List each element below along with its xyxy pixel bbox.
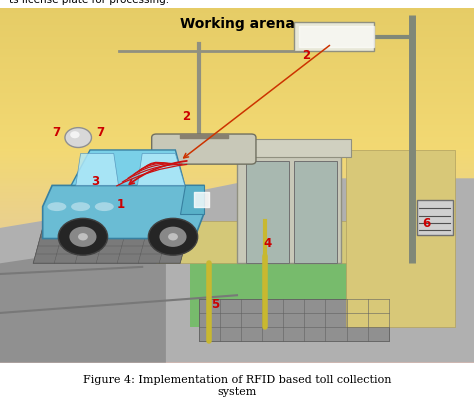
Polygon shape — [237, 150, 341, 263]
Polygon shape — [294, 161, 337, 263]
FancyBboxPatch shape — [417, 199, 453, 235]
Polygon shape — [246, 161, 289, 263]
FancyBboxPatch shape — [152, 134, 256, 164]
Text: 2: 2 — [301, 49, 310, 61]
FancyBboxPatch shape — [294, 22, 374, 51]
Text: 4: 4 — [264, 237, 272, 250]
Polygon shape — [228, 139, 351, 157]
Text: Figure 4: Implementation of RFID based toll collection
system: Figure 4: Implementation of RFID based t… — [83, 375, 391, 396]
Polygon shape — [43, 185, 204, 239]
Polygon shape — [33, 228, 190, 263]
Circle shape — [58, 218, 108, 255]
Text: 2: 2 — [182, 110, 191, 123]
Text: 1: 1 — [117, 199, 125, 211]
Polygon shape — [71, 150, 185, 185]
Ellipse shape — [71, 202, 90, 211]
Circle shape — [69, 227, 97, 247]
Ellipse shape — [95, 202, 114, 211]
Polygon shape — [137, 154, 185, 185]
Text: ts license plate for processing.: ts license plate for processing. — [9, 0, 170, 5]
Circle shape — [148, 218, 198, 255]
Text: 7: 7 — [96, 126, 105, 139]
Text: 7: 7 — [52, 126, 60, 139]
Circle shape — [159, 227, 187, 247]
Polygon shape — [0, 178, 474, 363]
Polygon shape — [180, 185, 204, 214]
Text: 3: 3 — [91, 176, 99, 188]
Ellipse shape — [47, 202, 66, 211]
Polygon shape — [199, 299, 389, 341]
Circle shape — [70, 131, 80, 138]
Circle shape — [168, 233, 178, 241]
Text: 5: 5 — [210, 298, 219, 311]
Polygon shape — [156, 221, 417, 263]
Text: 6: 6 — [422, 217, 431, 230]
Circle shape — [65, 128, 91, 147]
Polygon shape — [0, 239, 166, 363]
Text: Working arena: Working arena — [180, 17, 294, 31]
Polygon shape — [190, 263, 417, 327]
Polygon shape — [346, 150, 455, 327]
Polygon shape — [76, 154, 118, 185]
Circle shape — [78, 233, 88, 241]
